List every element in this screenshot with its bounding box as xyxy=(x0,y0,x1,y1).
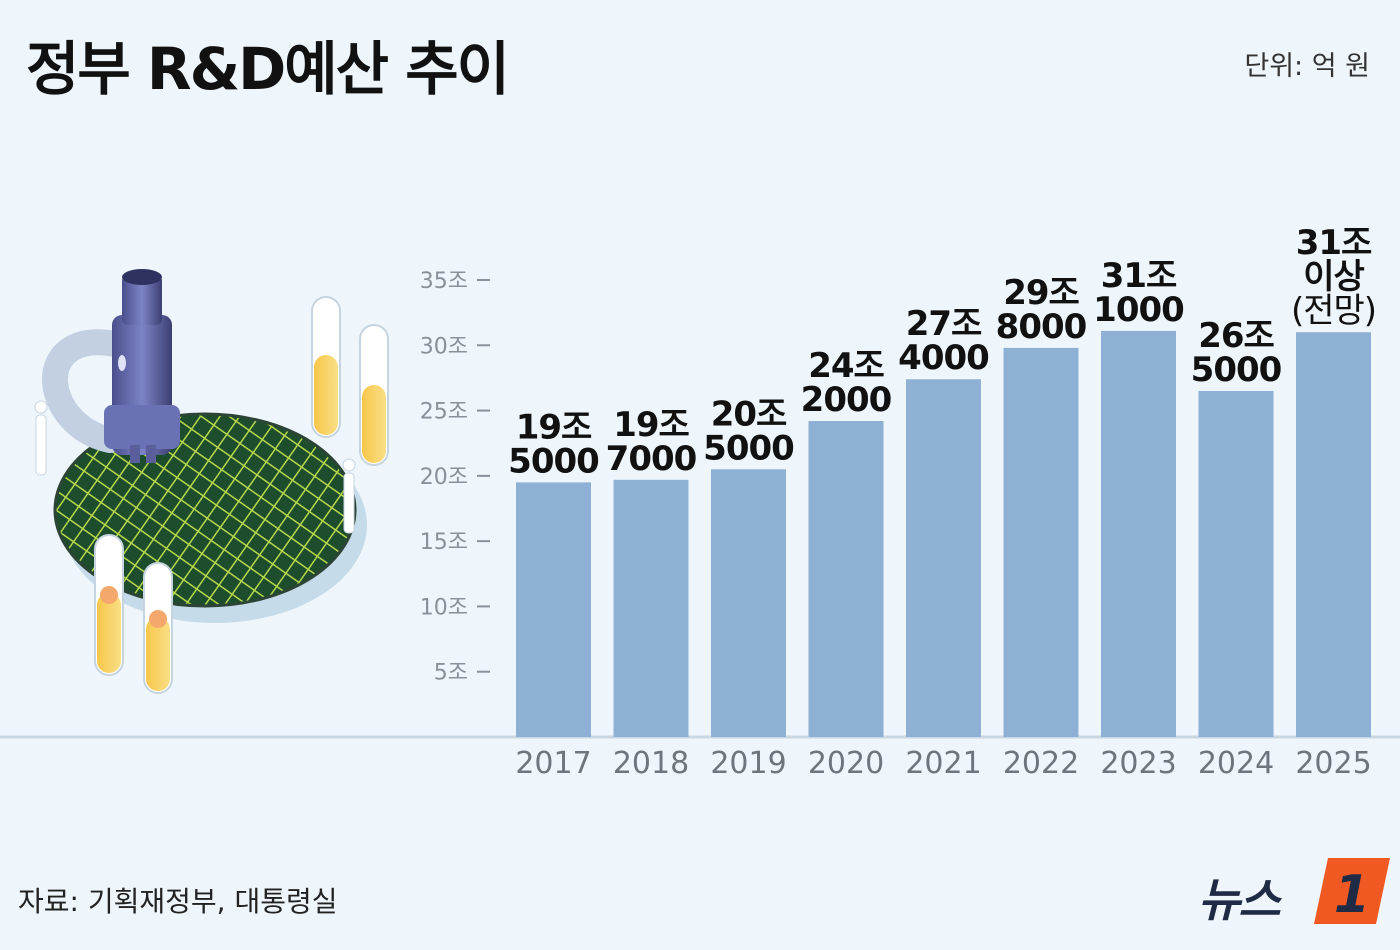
x-tick-label: 2020 xyxy=(808,746,884,781)
logo-text: 뉴스 xyxy=(1198,873,1281,927)
bars xyxy=(516,330,1371,737)
bar-2022 xyxy=(1003,347,1079,737)
x-tick-label: 2023 xyxy=(1100,746,1176,781)
data-label: 이상 xyxy=(1303,257,1364,297)
data-label: 2000 xyxy=(801,380,892,420)
x-tick-label: 2021 xyxy=(905,746,981,781)
y-tick-label: 35조 xyxy=(420,269,468,294)
x-tick-label: 2018 xyxy=(613,746,689,781)
unit-label: 단위: 억 원 xyxy=(1244,51,1370,82)
data-label: 7000 xyxy=(606,439,697,479)
news1-logo: 뉴스 1 xyxy=(1198,858,1394,930)
bar-2023 xyxy=(1101,330,1176,737)
data-label: 20조 xyxy=(711,394,787,434)
data-label: 24조 xyxy=(808,346,884,386)
x-tick-label: 2024 xyxy=(1198,746,1274,781)
y-tick-label: 10조 xyxy=(420,595,468,620)
data-label: 31조 xyxy=(1296,223,1372,263)
data-label: 8000 xyxy=(996,307,1087,347)
y-axis: 5조 10조 15조 20조 25조 30조 35조 xyxy=(420,269,490,686)
data-label: 29조 xyxy=(1003,273,1079,313)
bar-2025 xyxy=(1296,332,1371,737)
source-note: 자료: 기획재정부, 대통령실 xyxy=(18,885,338,918)
bar-2020 xyxy=(808,421,884,737)
y-tick-label: 20조 xyxy=(420,465,468,490)
data-label: 5000 xyxy=(703,428,794,468)
data-label: 26조 xyxy=(1198,316,1274,356)
microscope-icon xyxy=(42,269,180,463)
y-tick-label: 30조 xyxy=(420,334,468,359)
value-labels: 19조500019조700020조500024조200027조400029조80… xyxy=(508,223,1377,481)
x-tick-label: 2017 xyxy=(515,746,591,781)
bar-chart: 5조 10조 15조 20조 25조 30조 35조 2017 2018 2019 2020 202… xyxy=(0,223,1400,781)
bar-2018 xyxy=(613,479,689,737)
x-axis: 2017 2018 2019 2020 2021 2022 2023 2024 2025 xyxy=(515,746,1371,781)
scientist-icon xyxy=(34,400,356,534)
y-tick-label: 25조 xyxy=(420,400,468,425)
bar-2024 xyxy=(1198,390,1274,737)
illustration xyxy=(34,269,389,694)
data-label: 31조 xyxy=(1101,256,1177,296)
y-tick-label: 5조 xyxy=(434,661,468,686)
bar-2019 xyxy=(711,469,786,737)
data-label: 4000 xyxy=(898,338,989,378)
data-label: (전망) xyxy=(1291,291,1376,331)
data-label: 5000 xyxy=(1191,350,1282,390)
data-label: 19조 xyxy=(613,405,689,445)
data-label: 27조 xyxy=(906,304,982,344)
x-tick-label: 2019 xyxy=(710,746,786,781)
x-tick-label: 2025 xyxy=(1295,746,1371,781)
page-title: 정부 R&D예산 추이 xyxy=(26,35,510,103)
bar-2021 xyxy=(906,379,981,737)
bar-2017 xyxy=(516,482,591,737)
svg-text:1: 1 xyxy=(1334,865,1370,924)
data-label: 5000 xyxy=(508,441,599,481)
data-label: 1000 xyxy=(1093,290,1184,330)
x-tick-label: 2022 xyxy=(1003,746,1079,781)
test-tube-icon xyxy=(94,296,389,694)
y-tick-label: 15조 xyxy=(420,530,468,555)
logo-mark-icon: 1 xyxy=(1314,858,1390,924)
data-label: 19조 xyxy=(516,407,592,447)
